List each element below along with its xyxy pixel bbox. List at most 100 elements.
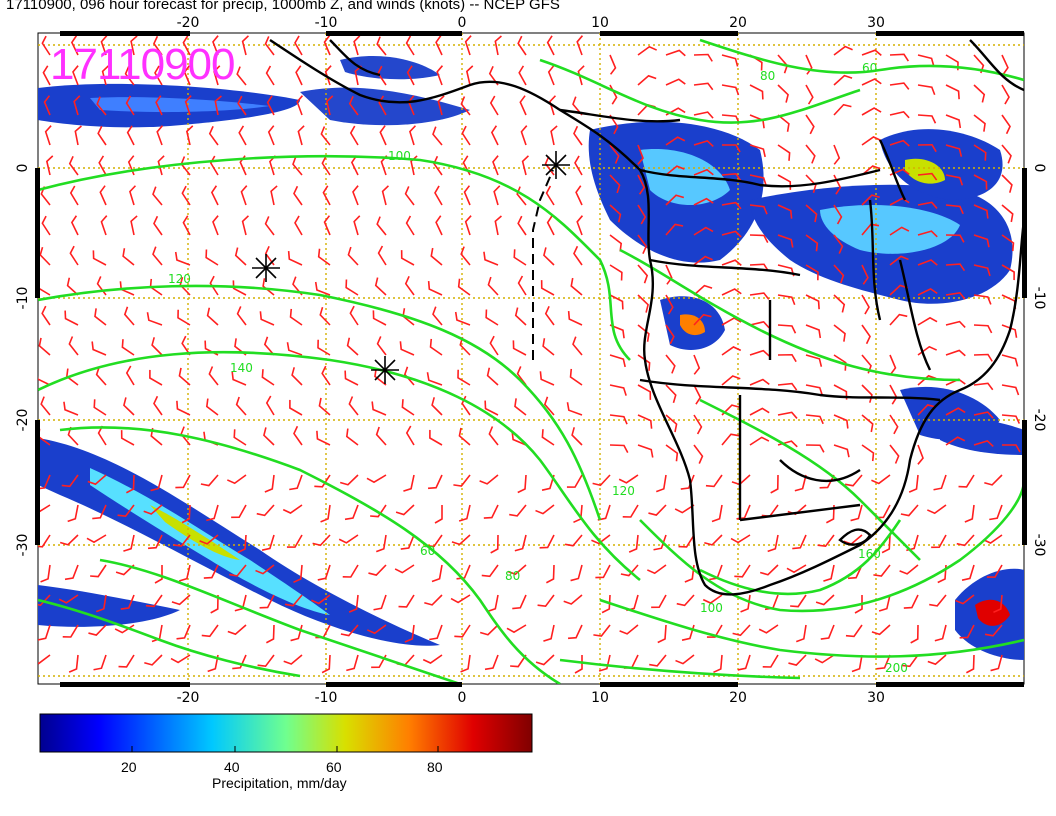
- wind-barb: [693, 354, 701, 375]
- wind-barb: [376, 336, 387, 356]
- wind-barb: [777, 234, 794, 248]
- wind-barb: [261, 369, 275, 386]
- wind-barb: [861, 136, 882, 146]
- wind-barb: [346, 654, 359, 672]
- wind-barb: [484, 400, 499, 416]
- wind-barb: [973, 84, 986, 103]
- wind-barb: [94, 308, 107, 326]
- wind-barb: [460, 96, 471, 116]
- wind-barb: [637, 444, 654, 458]
- wind-barb: [489, 95, 499, 116]
- wind-barb: [238, 125, 247, 146]
- wind-barb: [434, 185, 443, 206]
- wind-barb: [637, 264, 649, 284]
- wind-barb: [517, 215, 527, 236]
- wind-barb: [543, 396, 555, 416]
- wind-barb: [851, 654, 863, 673]
- wind-barb: [323, 215, 331, 236]
- wind-barb: [933, 474, 947, 491]
- wind-barb: [181, 335, 191, 356]
- wind-barb: [770, 474, 779, 494]
- wind-barb: [145, 594, 163, 608]
- wind-barb: [123, 534, 135, 552]
- wind-barb: [115, 564, 135, 576]
- wind-barb: [721, 172, 742, 181]
- wind-barb: [399, 341, 415, 356]
- wind-barb: [805, 84, 814, 105]
- wind-barb: [289, 474, 303, 491]
- wind-barb: [257, 654, 275, 668]
- wind-barb: [637, 414, 653, 429]
- wind-barb: [973, 353, 993, 362]
- wind-barb: [541, 429, 555, 446]
- wind-barb: [201, 624, 219, 638]
- wind-barb: [889, 82, 910, 90]
- wind-barb: [805, 234, 819, 252]
- wind-barb: [340, 624, 359, 637]
- wind-barb: [513, 249, 527, 266]
- wind-barb: [456, 564, 471, 580]
- wind-barb: [861, 384, 873, 403]
- wind-barb: [512, 340, 527, 356]
- wind-barb: [786, 564, 807, 574]
- wind-barb: [665, 136, 686, 146]
- wind-barb: [648, 504, 667, 516]
- wind-barb: [544, 156, 555, 176]
- wind-barb: [609, 144, 620, 164]
- wind-barb: [567, 310, 583, 326]
- wind-barb: [945, 263, 966, 272]
- wind-barb: [353, 215, 361, 236]
- wind-barb: [543, 247, 555, 266]
- wind-barb: [945, 436, 966, 446]
- wind-barb: [175, 474, 191, 489]
- wind-barb: [693, 255, 713, 266]
- wind-barb: [458, 504, 471, 522]
- wind-barb: [200, 474, 219, 487]
- wind-barb: [405, 425, 415, 446]
- wind-barb: [693, 384, 702, 405]
- wind-barb: [38, 594, 51, 607]
- wind-barb: [566, 402, 583, 416]
- wind-barb: [297, 125, 305, 146]
- wind-barb: [1001, 114, 1011, 135]
- wind-barb: [653, 534, 667, 551]
- lat-tick-left: -10: [15, 287, 31, 310]
- contour-label: 120: [612, 484, 635, 498]
- wind-barb: [539, 371, 555, 386]
- wind-barb: [704, 534, 723, 546]
- wind-barb: [338, 534, 359, 544]
- wind-barb: [126, 474, 135, 494]
- wind-barb: [945, 144, 963, 157]
- wind-barb: [833, 144, 841, 165]
- wind-barb: [833, 324, 846, 342]
- wind-barb: [256, 504, 275, 517]
- wind-barb: [833, 294, 846, 313]
- wind-barb: [289, 308, 303, 326]
- wind-barb: [847, 564, 863, 580]
- wind-barb: [878, 594, 891, 612]
- wind-barb: [889, 226, 910, 236]
- wind-barb: [788, 654, 807, 666]
- wind-barb: [693, 226, 714, 236]
- wind-barb: [344, 504, 359, 521]
- wind-barb: [314, 281, 331, 296]
- wind-barb: [519, 95, 527, 116]
- wind-barb: [487, 276, 499, 296]
- wind-barb: [152, 246, 163, 266]
- wind-barb: [398, 594, 415, 608]
- wind-barb: [44, 125, 52, 146]
- wind-barb: [38, 534, 51, 548]
- lat-tick-left: -20: [15, 409, 31, 432]
- colorbar: [39, 713, 533, 753]
- wind-barb: [64, 564, 79, 581]
- contour-labels: 100 120 140 120 80 60 100 160 200 80 60: [168, 61, 908, 675]
- wind-barb: [156, 125, 164, 146]
- lat-tick-left: 0: [15, 164, 31, 173]
- wind-barb: [749, 349, 770, 357]
- wind-barb: [514, 534, 527, 552]
- contour-label: 80: [760, 69, 775, 83]
- wind-barb: [917, 172, 938, 181]
- wind-barb: [945, 114, 962, 129]
- wind-barb: [792, 534, 807, 550]
- wind-barb: [487, 594, 499, 613]
